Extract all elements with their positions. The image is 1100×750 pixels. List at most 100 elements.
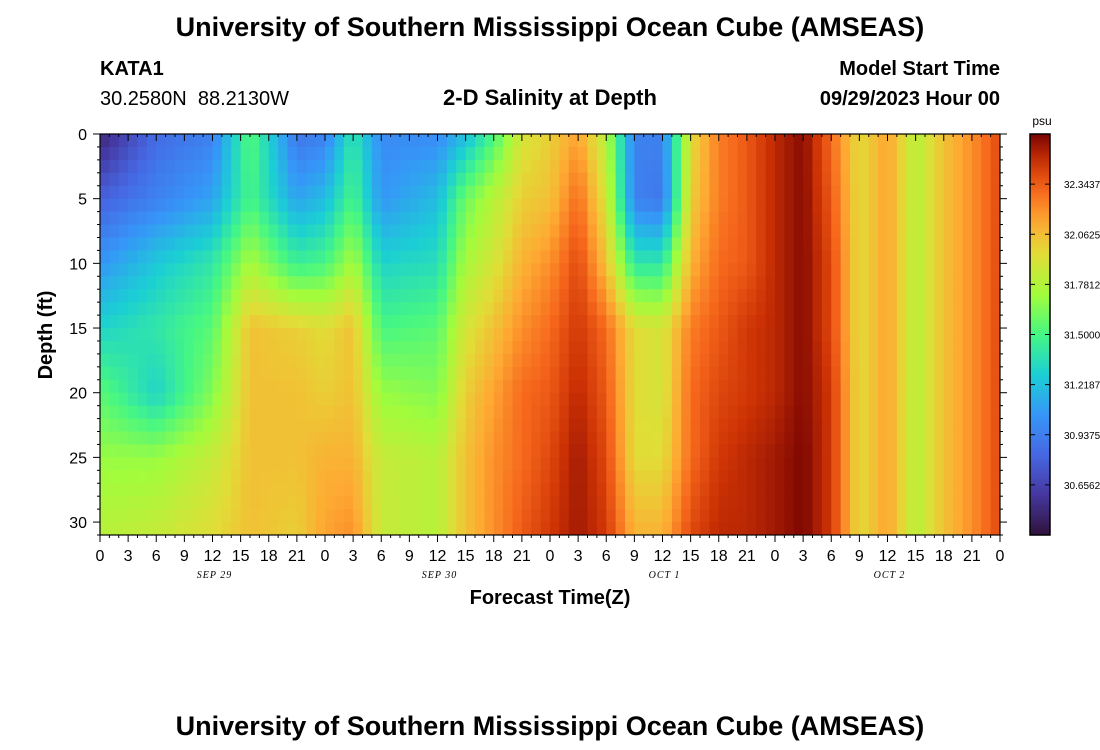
heatmap-cell bbox=[240, 457, 251, 471]
heatmap-cell bbox=[165, 172, 176, 187]
heatmap-cell bbox=[203, 172, 214, 187]
heatmap-cell bbox=[268, 263, 279, 277]
heatmap-cell bbox=[306, 134, 317, 148]
heatmap-cell bbox=[268, 483, 279, 497]
heatmap-cell bbox=[315, 276, 326, 290]
heatmap-cell bbox=[259, 483, 270, 497]
heatmap-cell bbox=[437, 483, 448, 497]
heatmap-cell bbox=[325, 276, 335, 290]
heatmap-cell bbox=[850, 134, 860, 148]
heatmap-cell bbox=[596, 276, 607, 290]
heatmap-cell bbox=[437, 302, 448, 316]
heatmap-cell bbox=[971, 366, 982, 381]
heatmap-cell bbox=[793, 146, 804, 161]
heatmap-cell bbox=[718, 289, 729, 303]
heatmap-cell bbox=[606, 431, 617, 446]
heatmap-cell bbox=[690, 328, 701, 342]
heatmap-cell bbox=[915, 134, 926, 148]
heatmap-cell bbox=[887, 379, 898, 394]
heatmap-cell bbox=[859, 470, 870, 484]
heatmap-cell bbox=[568, 134, 579, 148]
heatmap-cell bbox=[465, 405, 476, 420]
heatmap-cell bbox=[746, 134, 757, 148]
heatmap-cell bbox=[540, 366, 551, 381]
heatmap-cell bbox=[728, 431, 739, 446]
heatmap-cell bbox=[587, 444, 598, 458]
heatmap-cell bbox=[671, 276, 682, 290]
heatmap-cell bbox=[634, 198, 645, 213]
heatmap-cell bbox=[653, 185, 664, 200]
heatmap-cell bbox=[306, 405, 317, 420]
heatmap-cell bbox=[381, 470, 392, 484]
heatmap-cell bbox=[381, 328, 392, 342]
heatmap-cell bbox=[343, 315, 354, 329]
heatmap-cell bbox=[296, 250, 307, 264]
heatmap-cell bbox=[362, 418, 373, 433]
heatmap-cell bbox=[550, 185, 560, 200]
heatmap-cell bbox=[212, 315, 223, 329]
heatmap-cell bbox=[137, 328, 148, 342]
heatmap-cell bbox=[634, 146, 645, 161]
heatmap-cell bbox=[550, 328, 560, 342]
heatmap-cell bbox=[334, 159, 345, 174]
heatmap-cell bbox=[728, 483, 739, 497]
heatmap-cell bbox=[812, 198, 823, 213]
heatmap-cell bbox=[137, 444, 148, 458]
heatmap-cell bbox=[362, 237, 373, 252]
heatmap-cell bbox=[662, 211, 673, 226]
heatmap-cell bbox=[306, 224, 317, 239]
heatmap-cell bbox=[100, 392, 110, 407]
heatmap-cell bbox=[550, 289, 560, 303]
heatmap-cell bbox=[334, 444, 345, 458]
heatmap-cell bbox=[521, 250, 532, 264]
heatmap-cell bbox=[465, 392, 476, 407]
heatmap-cell bbox=[550, 496, 560, 510]
heatmap-cell bbox=[775, 159, 785, 174]
heatmap-cell bbox=[400, 328, 410, 342]
heatmap-cell bbox=[840, 134, 851, 148]
heatmap-cell bbox=[100, 302, 110, 316]
heatmap-cell bbox=[578, 211, 589, 226]
heatmap-cell bbox=[587, 237, 598, 252]
heatmap-cell bbox=[737, 146, 748, 161]
heatmap-cell bbox=[521, 198, 532, 213]
heatmap-cell bbox=[287, 353, 298, 368]
heatmap-cell bbox=[990, 444, 1000, 458]
heatmap-cell bbox=[512, 444, 523, 458]
heatmap-cell bbox=[596, 134, 607, 148]
heatmap-cell bbox=[381, 185, 392, 200]
heatmap-cell bbox=[287, 470, 298, 484]
heatmap-cell bbox=[803, 237, 814, 252]
heatmap-cell bbox=[334, 276, 345, 290]
heatmap-cell bbox=[315, 315, 326, 329]
heatmap-cell bbox=[137, 405, 148, 420]
heatmap-cell bbox=[212, 418, 223, 433]
heatmap-cell bbox=[343, 444, 354, 458]
heatmap-cell bbox=[915, 185, 926, 200]
heatmap-cell bbox=[371, 237, 382, 252]
heatmap-cell bbox=[475, 289, 485, 303]
heatmap-cell bbox=[521, 522, 532, 535]
heatmap-cell bbox=[962, 315, 973, 329]
heatmap-cell bbox=[221, 134, 232, 148]
heatmap-cell bbox=[503, 509, 514, 523]
heatmap-cell bbox=[821, 315, 832, 329]
heatmap-cell bbox=[606, 496, 617, 510]
heatmap-cell bbox=[803, 172, 814, 187]
heatmap-cell bbox=[643, 185, 654, 200]
heatmap-cell bbox=[728, 366, 739, 381]
heatmap-cell bbox=[718, 366, 729, 381]
heatmap-cell bbox=[550, 159, 560, 174]
heatmap-cell bbox=[934, 340, 945, 355]
heatmap-cell bbox=[643, 405, 654, 420]
heatmap-cell bbox=[971, 483, 982, 497]
heatmap-cell bbox=[531, 198, 542, 213]
heatmap-cell bbox=[428, 224, 439, 239]
heatmap-cell bbox=[109, 211, 120, 226]
heatmap-cell bbox=[128, 457, 139, 471]
heatmap-cell bbox=[184, 172, 195, 187]
heatmap-cell bbox=[803, 457, 814, 471]
heatmap-cell bbox=[559, 392, 570, 407]
heatmap-cell bbox=[587, 483, 598, 497]
heatmap-cell bbox=[465, 470, 476, 484]
